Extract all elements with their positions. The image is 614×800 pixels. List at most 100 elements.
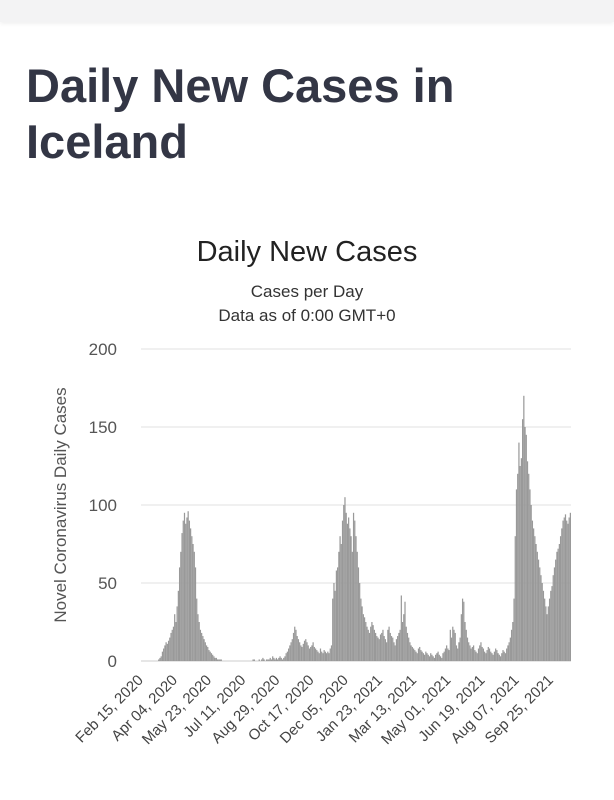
bar — [447, 648, 449, 661]
bar — [411, 646, 413, 661]
bar — [425, 651, 427, 661]
bar — [361, 606, 363, 661]
bar — [474, 650, 476, 661]
bar — [205, 645, 208, 661]
bar — [534, 536, 536, 661]
bar — [305, 639, 307, 661]
bar — [506, 648, 508, 661]
bar — [421, 651, 423, 661]
bar — [430, 653, 432, 661]
bar — [410, 645, 412, 661]
bar — [318, 653, 320, 661]
bar — [523, 395, 525, 661]
bar — [359, 583, 361, 661]
bar — [499, 656, 502, 661]
y-tick-label: 100 — [89, 496, 117, 515]
bar — [555, 559, 557, 661]
bar — [160, 656, 162, 661]
bar — [261, 659, 263, 661]
bar — [433, 657, 436, 661]
bar — [164, 645, 166, 661]
bar — [536, 551, 538, 661]
bar — [525, 434, 527, 661]
bar — [520, 458, 522, 661]
bar — [308, 648, 311, 661]
bar — [535, 544, 537, 661]
bar — [192, 544, 194, 661]
bar — [272, 656, 274, 661]
bar — [528, 473, 530, 661]
bar — [377, 637, 379, 661]
bar — [220, 659, 222, 661]
bar — [453, 629, 455, 661]
bar — [559, 536, 562, 661]
bar — [482, 648, 485, 661]
bar — [408, 637, 410, 661]
bar — [495, 648, 497, 661]
bar — [449, 629, 451, 661]
bar — [448, 650, 450, 661]
bar — [526, 461, 529, 661]
bar — [207, 646, 209, 661]
bar — [176, 606, 178, 661]
bar — [341, 520, 344, 661]
bar — [182, 520, 184, 661]
bar — [352, 512, 355, 661]
bar — [561, 528, 563, 661]
bar — [334, 590, 336, 661]
bar — [286, 651, 289, 661]
bar — [339, 536, 341, 661]
bar — [284, 656, 286, 661]
bar — [537, 559, 540, 661]
bar — [564, 514, 567, 661]
bar — [470, 648, 472, 661]
bar — [545, 606, 547, 661]
chart-title: Daily New Cases — [196, 236, 418, 268]
bar — [363, 617, 366, 661]
bar — [567, 523, 569, 661]
bar — [401, 622, 404, 661]
y-axis-label: Novel Coronavirus Daily Cases — [51, 387, 70, 622]
bar — [208, 650, 210, 661]
bar — [283, 657, 285, 661]
bar — [365, 622, 367, 661]
bar — [197, 614, 199, 661]
bar — [484, 651, 486, 661]
y-tick-label: 50 — [98, 574, 117, 593]
bar — [390, 636, 393, 661]
bar — [406, 632, 409, 661]
bar — [262, 657, 264, 661]
bar — [384, 639, 387, 661]
bar — [329, 648, 331, 661]
bar — [327, 651, 329, 661]
bar — [322, 653, 324, 661]
bar — [457, 648, 459, 661]
bar — [419, 646, 421, 661]
bar — [360, 598, 362, 661]
bar — [464, 622, 466, 661]
bar — [507, 645, 509, 661]
bar — [438, 654, 440, 661]
bar — [330, 645, 333, 661]
bar — [547, 606, 549, 661]
bar — [323, 650, 325, 661]
bar — [202, 636, 204, 661]
bar — [487, 646, 489, 661]
bar — [551, 586, 553, 661]
bar — [219, 659, 221, 661]
bar — [199, 629, 202, 661]
bar — [350, 536, 352, 661]
bar — [378, 639, 380, 661]
bar — [307, 645, 309, 661]
bar — [163, 648, 165, 661]
bar — [393, 642, 395, 661]
bar — [310, 646, 312, 661]
bar — [394, 645, 396, 661]
bar — [167, 640, 170, 661]
bar — [295, 629, 297, 661]
bar — [185, 523, 187, 661]
bar — [452, 626, 454, 661]
bar — [529, 489, 531, 661]
bar — [524, 427, 526, 661]
bar — [214, 657, 216, 661]
